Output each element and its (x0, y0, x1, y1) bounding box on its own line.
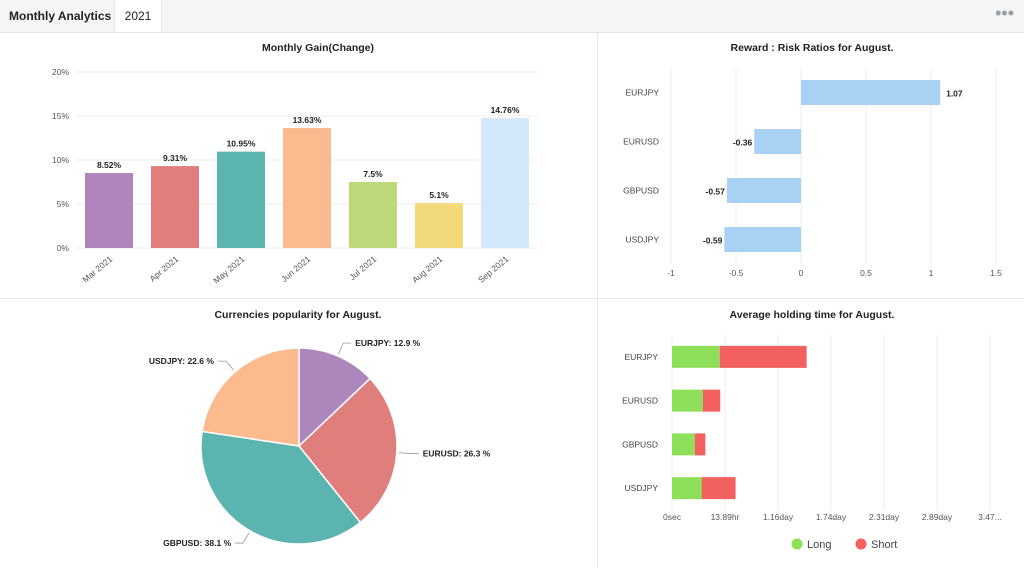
x-tick-label: Sep 2021 (476, 254, 511, 285)
category-label: GBPUSD (623, 186, 659, 196)
chart-title: Monthly Gain(Change) (262, 42, 374, 54)
pie-slice (200, 430, 362, 545)
legend-marker (855, 538, 867, 550)
bar (349, 182, 397, 248)
data-label: -0.36 (733, 138, 753, 148)
pie-slice (201, 347, 300, 447)
bar-short (702, 389, 721, 412)
x-tick-label: 0.5 (860, 268, 872, 278)
horizontal-divider (0, 298, 1024, 299)
x-tick-label: Apr 2021 (147, 254, 180, 284)
leader-line (398, 452, 419, 454)
x-tick-label: 3.47... (978, 512, 1002, 522)
legend-label: Short (871, 539, 897, 551)
category-label: EURJPY (625, 88, 659, 98)
bar-long (672, 345, 720, 368)
x-tick-label: -0.5 (729, 268, 744, 278)
data-label: -0.57 (706, 187, 726, 197)
bar (151, 166, 199, 248)
x-tick-label: 1.5 (990, 268, 1002, 278)
x-tick-label: -1 (667, 268, 675, 278)
x-tick-label: 2.89day (922, 512, 953, 522)
x-tick-label: 2.31day (869, 512, 900, 522)
y-tick-label: 15% (52, 111, 69, 121)
data-label: 8.52% (97, 160, 122, 170)
slice-label: USDJPY: 22.6 % (149, 356, 214, 366)
x-tick-label: Jul 2021 (347, 254, 378, 282)
category-label: EURJPY (624, 352, 658, 362)
category-label: USDJPY (624, 483, 658, 493)
category-label: GBPUSD (622, 439, 658, 449)
leader-line (235, 532, 250, 544)
slice-label: EURUSD: 26.3 % (423, 449, 491, 459)
y-tick-label: 5% (57, 199, 70, 209)
data-label: 1.07 (946, 89, 963, 99)
category-label: USDJPY (625, 235, 659, 245)
bar (283, 128, 331, 248)
x-tick-label: 0 (799, 268, 804, 278)
data-label: 14.76% (491, 105, 520, 115)
x-tick-label: 1.74day (816, 512, 847, 522)
bar-long (672, 389, 703, 412)
more-dots-icon[interactable]: ••• (995, 3, 1014, 23)
x-tick-label: 13.89hr (711, 512, 740, 522)
y-tick-label: 10% (52, 155, 69, 165)
category-label: EURUSD (622, 396, 658, 406)
bar (726, 178, 801, 203)
data-label: 10.95% (227, 139, 256, 149)
bar-short (701, 477, 736, 500)
category-label: EURUSD (623, 137, 659, 147)
bar (801, 80, 941, 105)
x-tick-label: May 2021 (211, 254, 246, 286)
page-title: Monthly Analytics (9, 9, 112, 23)
legend-label: Long (807, 539, 831, 551)
data-label: -0.59 (703, 236, 723, 246)
chart-title: Average holding time for August. (730, 309, 895, 321)
bar-short (694, 433, 706, 456)
bar (85, 173, 133, 248)
bar-long (672, 477, 702, 500)
bar-short (719, 345, 807, 368)
top-bar: Monthly Analytics 2021 ••• (0, 0, 1024, 33)
x-tick-label: Jun 2021 (279, 254, 312, 284)
slice-label: EURJPY: 12.9 % (355, 338, 420, 348)
data-label: 5.1% (429, 190, 449, 200)
x-tick-label: 0sec (663, 512, 682, 522)
x-tick-label: 1.16day (763, 512, 794, 522)
vertical-divider (597, 32, 598, 568)
bar (724, 227, 801, 252)
bar (217, 151, 265, 248)
slice-label: GBPUSD: 38.1 % (163, 538, 231, 548)
data-label: 7.5% (363, 169, 383, 179)
bar (481, 118, 529, 248)
x-tick-label: Aug 2021 (410, 254, 445, 285)
leader-line (338, 342, 352, 355)
pie-slice (297, 377, 398, 524)
data-label: 9.31% (163, 153, 188, 163)
legend-marker (791, 538, 803, 550)
bar-long (672, 433, 695, 456)
x-tick-label: Mar 2021 (80, 254, 114, 285)
x-tick-label: 1 (929, 268, 934, 278)
bar (415, 203, 463, 248)
pie-slice (298, 347, 372, 448)
data-label: 13.63% (293, 115, 322, 125)
chart-title: Reward : Risk Ratios for August. (731, 42, 894, 54)
y-tick-label: 20% (52, 67, 69, 77)
y-tick-label: 0% (57, 243, 70, 253)
leader-line (217, 360, 235, 371)
chart-title: Currencies popularity for August. (214, 309, 381, 321)
tab-year[interactable]: 2021 (114, 0, 162, 32)
bar (754, 129, 801, 154)
